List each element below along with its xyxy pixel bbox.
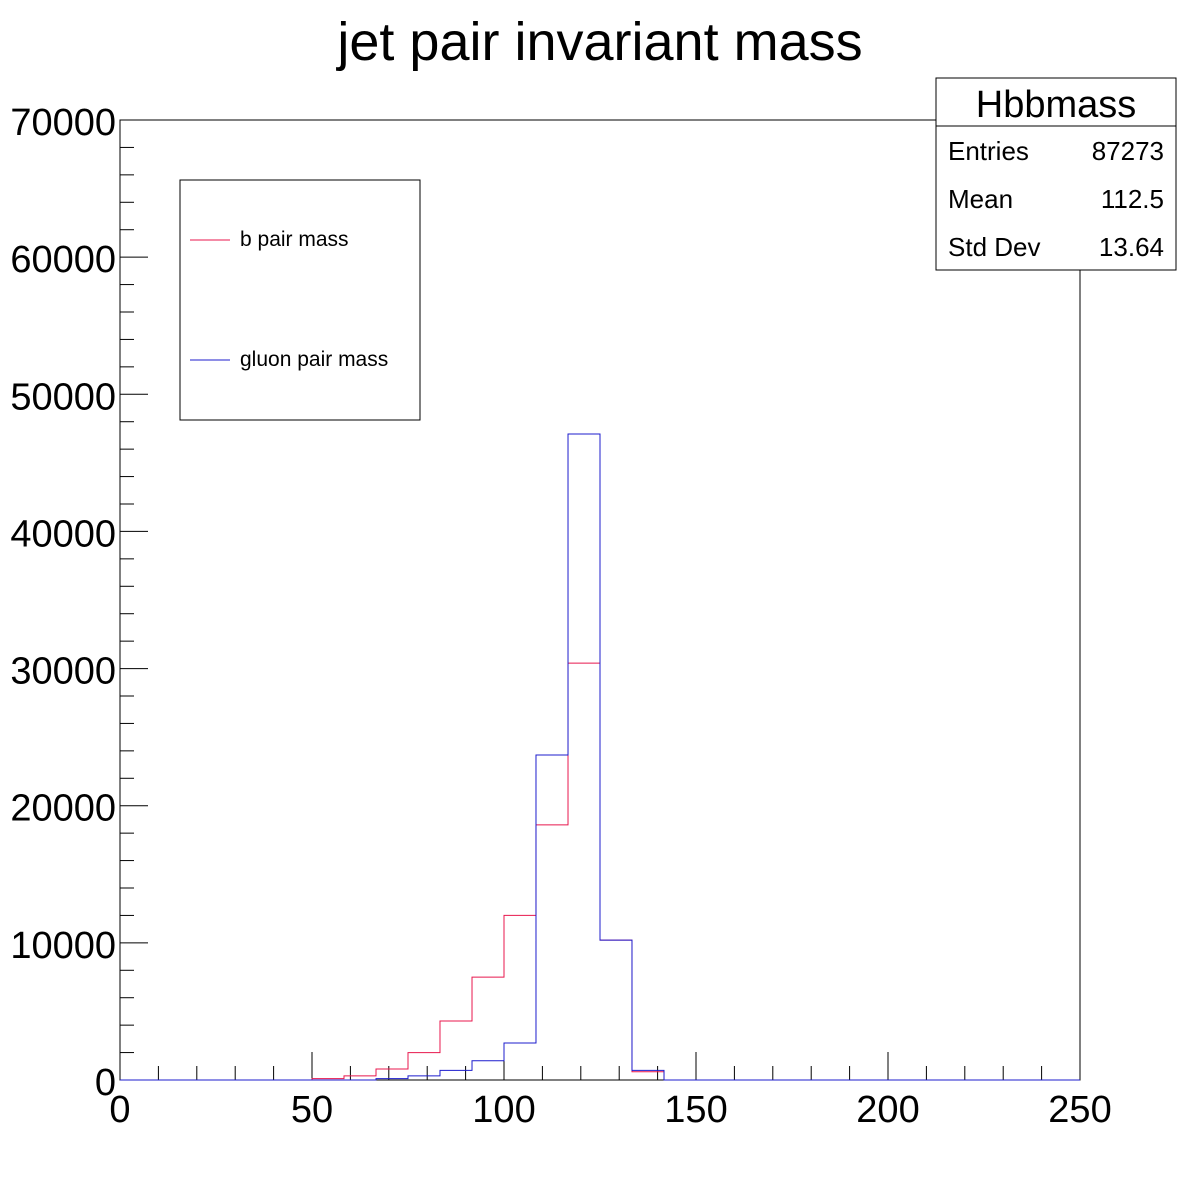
- y-tick-label: 0: [95, 1062, 116, 1104]
- legend-label-b-pair: b pair mass: [240, 228, 349, 251]
- y-tick-label: 60000: [10, 239, 116, 281]
- chart-title: jet pair invariant mass: [335, 12, 862, 72]
- stats-box: Hbbmass Entries 87273 Mean 112.5 Std Dev…: [935, 77, 1177, 271]
- plot-frame: [119, 119, 1081, 1081]
- stats-label-std-dev: Std Dev: [948, 232, 1041, 262]
- y-tick-label: 50000: [10, 376, 116, 418]
- x-tick-label: 150: [664, 1089, 727, 1131]
- stats-label-entries: Entries: [948, 136, 1029, 166]
- x-tick-label: 0: [109, 1089, 130, 1131]
- y-tick-label: 40000: [10, 513, 116, 555]
- stats-box-frame: [935, 77, 1177, 271]
- x-axis: 0 50 100 150 200 250: [109, 1052, 1112, 1131]
- x-tick-label: 50: [291, 1089, 333, 1131]
- series-gluon-pair-mass: [120, 433, 1080, 1081]
- legend: b pair mass gluon pair mass: [179, 179, 421, 421]
- y-tick-label: 20000: [10, 788, 116, 830]
- series-layer: [120, 433, 1080, 1081]
- y-tick-label: 70000: [10, 102, 116, 144]
- stats-label-mean: Mean: [948, 184, 1013, 214]
- y-axis: 0 10000 20000 30000 40000 50000 60000 70000: [10, 102, 148, 1104]
- x-tick-label: 250: [1048, 1089, 1111, 1131]
- stats-value-mean: 112.5: [1101, 184, 1164, 214]
- x-tick-label: 100: [472, 1089, 535, 1131]
- stats-value-std-dev: 13.64: [1099, 232, 1164, 262]
- stats-value-entries: 87273: [1092, 136, 1164, 166]
- x-tick-label: 200: [856, 1089, 919, 1131]
- legend-label-gluon-pair: gluon pair mass: [240, 348, 388, 371]
- y-tick-label: 10000: [10, 925, 116, 967]
- y-tick-label: 30000: [10, 651, 116, 693]
- stats-box-title: Hbbmass: [976, 84, 1137, 126]
- legend-box: [179, 179, 421, 421]
